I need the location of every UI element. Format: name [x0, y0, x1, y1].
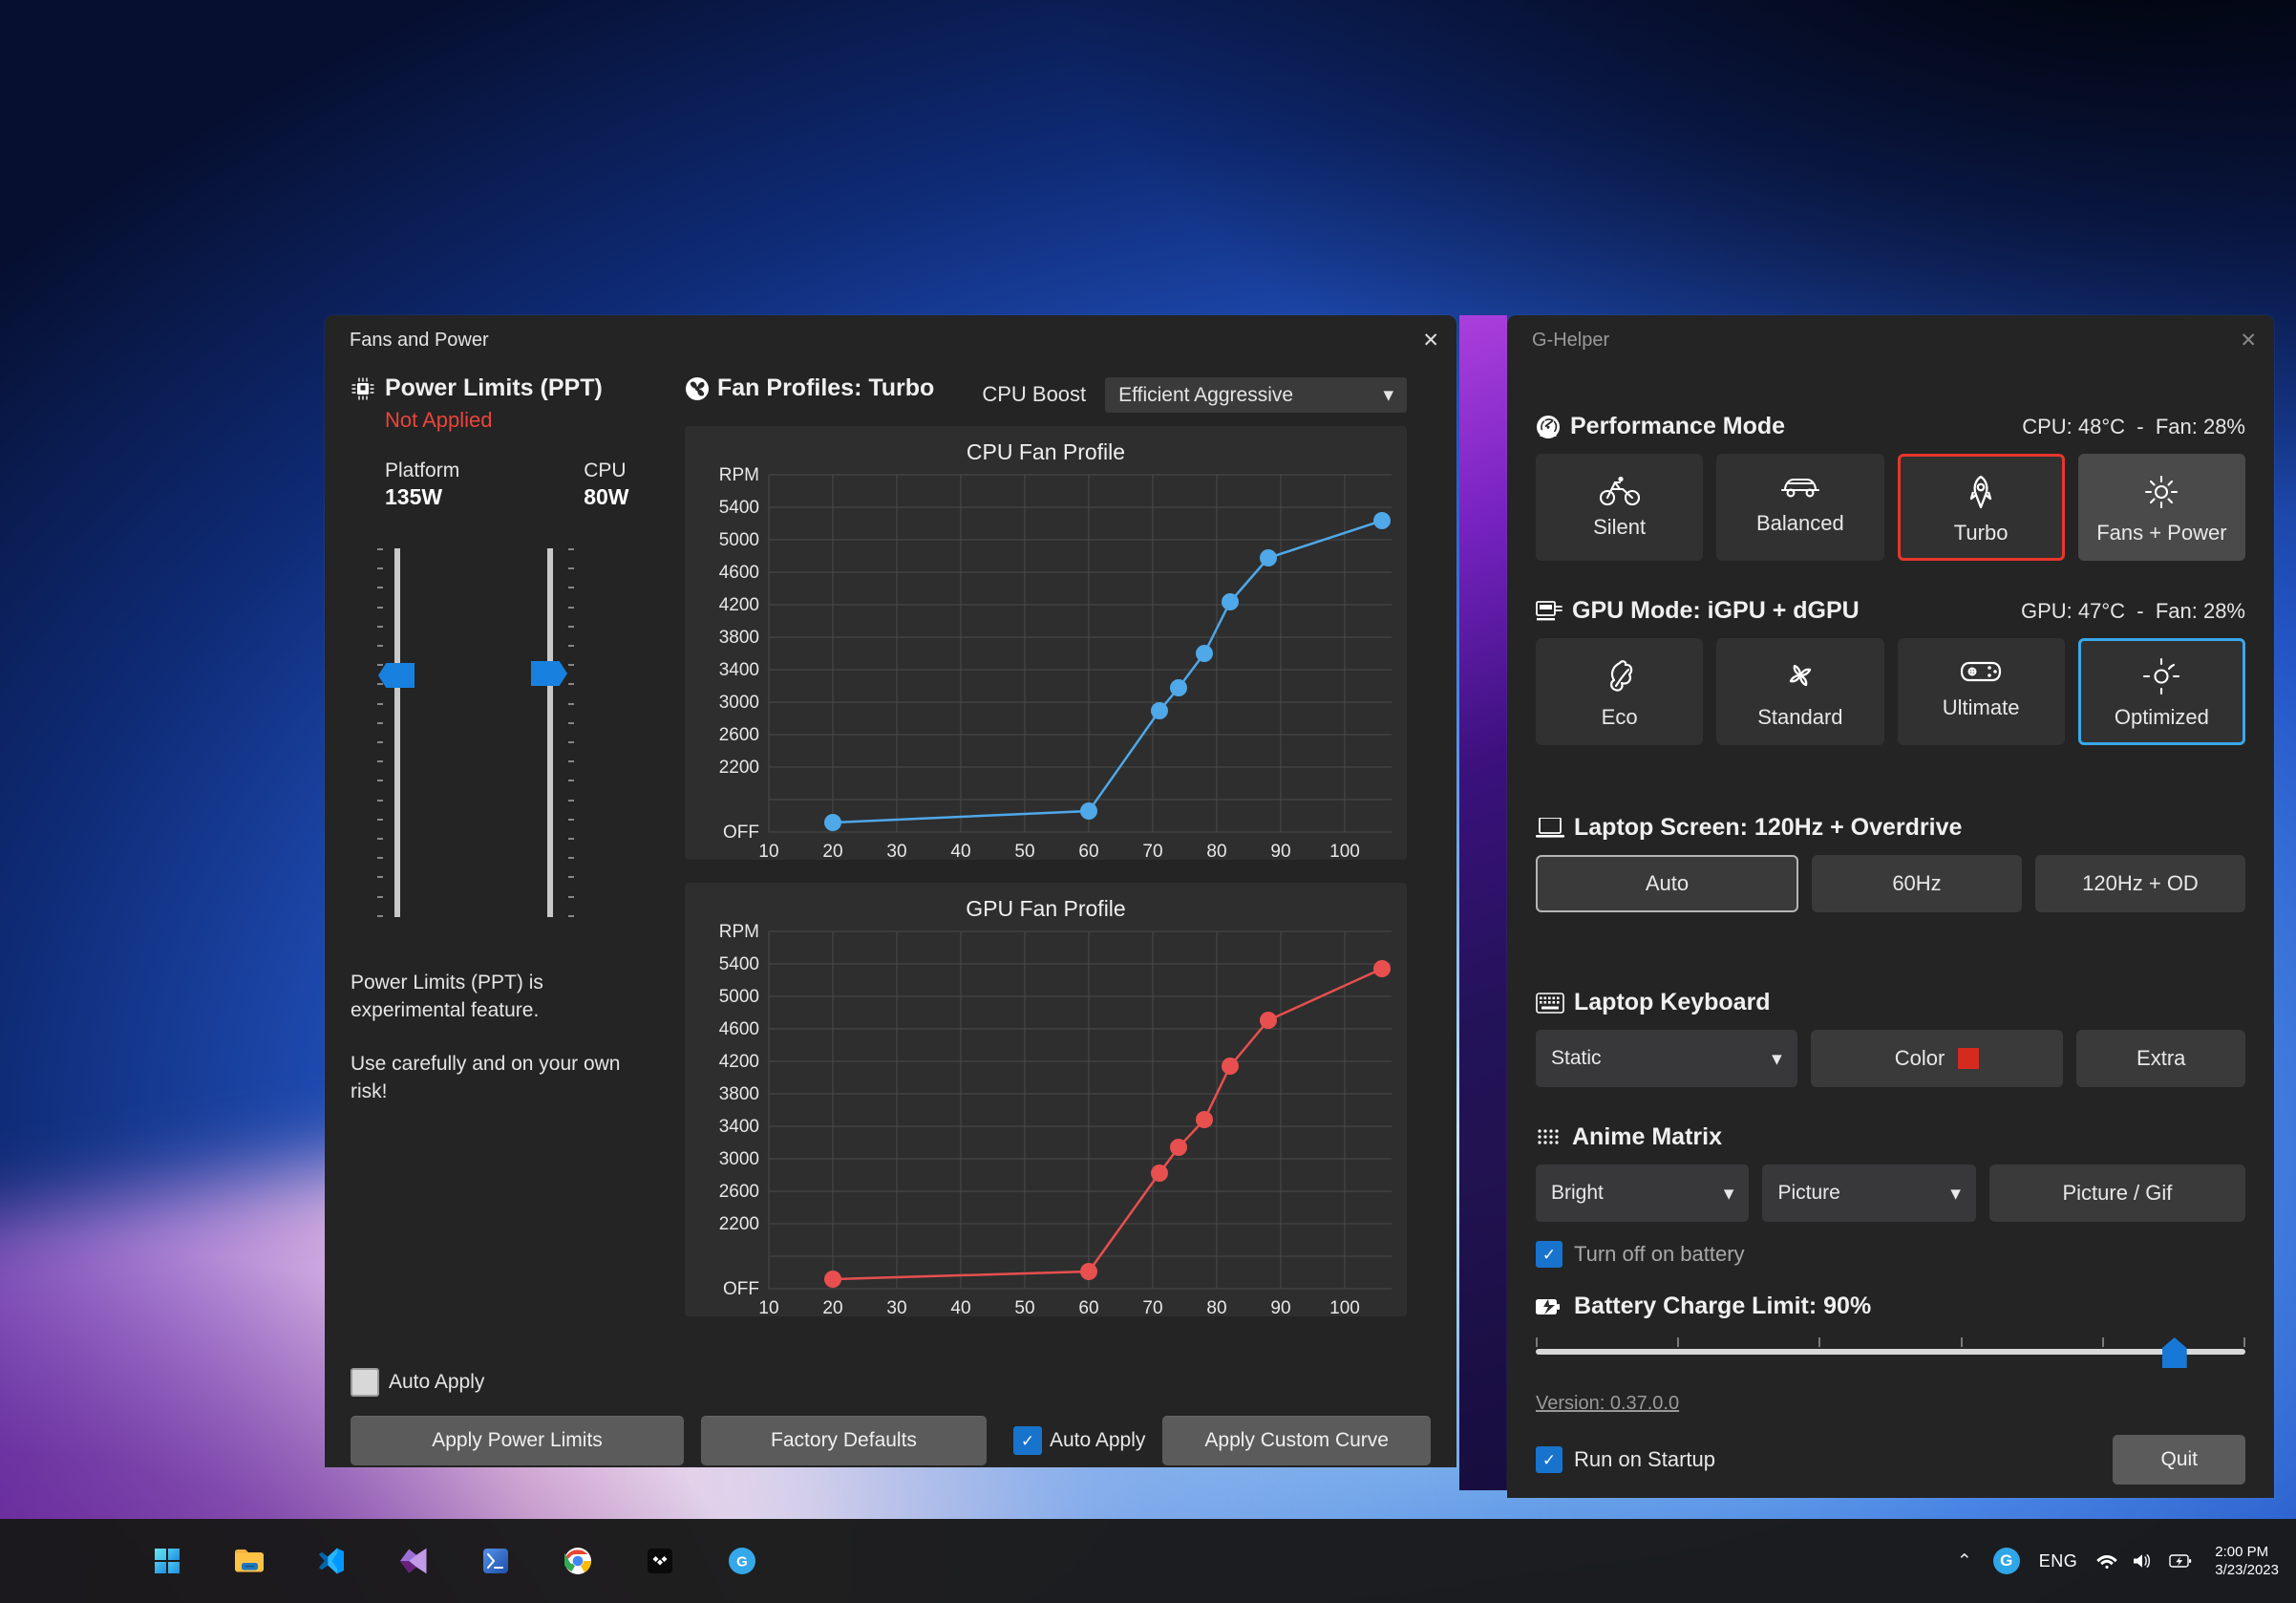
svg-text:RPM: RPM: [719, 465, 759, 485]
svg-text:3400: 3400: [719, 660, 759, 680]
svg-text:30: 30: [886, 1298, 906, 1318]
svg-text:RPM: RPM: [719, 922, 759, 942]
svg-text:50: 50: [1014, 842, 1034, 862]
svg-text:60: 60: [1078, 842, 1098, 862]
svg-text:100: 100: [1329, 842, 1360, 862]
svg-text:70: 70: [1142, 842, 1162, 862]
svg-text:3000: 3000: [719, 1149, 759, 1169]
svg-text:30: 30: [886, 842, 906, 862]
svg-text:2600: 2600: [719, 725, 759, 745]
svg-text:2200: 2200: [719, 1214, 759, 1234]
svg-text:5400: 5400: [719, 954, 759, 974]
svg-text:20: 20: [822, 842, 842, 862]
svg-text:G: G: [736, 1554, 748, 1571]
svg-text:5000: 5000: [719, 530, 759, 550]
svg-text:4200: 4200: [719, 1052, 759, 1072]
svg-text:OFF: OFF: [723, 1279, 759, 1299]
svg-text:4600: 4600: [719, 1019, 759, 1039]
svg-text:20: 20: [822, 1298, 842, 1318]
svg-text:5000: 5000: [719, 987, 759, 1007]
svg-text:40: 40: [950, 1298, 970, 1318]
svg-text:3800: 3800: [719, 628, 759, 648]
svg-text:3000: 3000: [719, 693, 759, 713]
svg-text:3400: 3400: [719, 1117, 759, 1137]
svg-text:80: 80: [1206, 842, 1226, 862]
svg-text:50: 50: [1014, 1298, 1034, 1318]
svg-text:OFF: OFF: [723, 823, 759, 843]
svg-text:100: 100: [1329, 1298, 1360, 1318]
svg-text:70: 70: [1142, 1298, 1162, 1318]
svg-text:10: 10: [758, 842, 778, 862]
svg-text:60: 60: [1078, 1298, 1098, 1318]
svg-text:4200: 4200: [719, 595, 759, 615]
svg-text:40: 40: [950, 842, 970, 862]
svg-text:2600: 2600: [719, 1182, 759, 1202]
svg-text:5400: 5400: [719, 498, 759, 518]
svg-text:3800: 3800: [719, 1084, 759, 1104]
svg-text:90: 90: [1270, 842, 1290, 862]
svg-text:10: 10: [758, 1298, 778, 1318]
svg-text:90: 90: [1270, 1298, 1290, 1318]
svg-text:2200: 2200: [719, 758, 759, 778]
svg-text:80: 80: [1206, 1298, 1226, 1318]
svg-text:4600: 4600: [719, 563, 759, 583]
